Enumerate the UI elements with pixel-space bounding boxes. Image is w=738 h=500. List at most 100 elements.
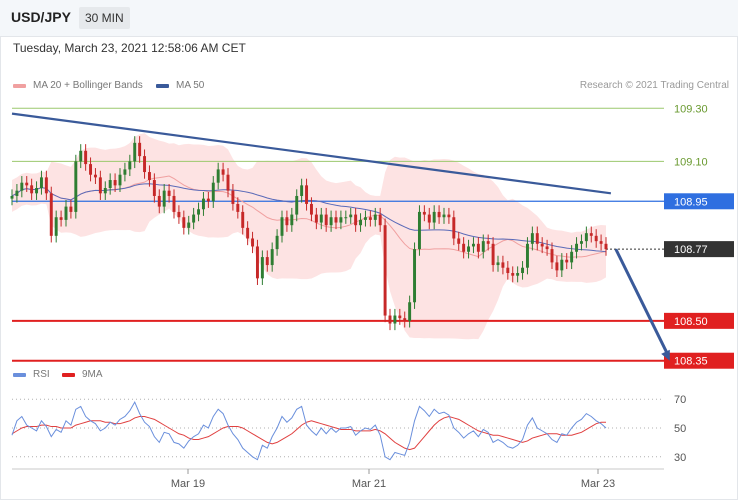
candle-body xyxy=(447,214,451,218)
level-label: 109.30 xyxy=(674,103,708,115)
candle-body xyxy=(530,233,534,244)
candle-body xyxy=(98,177,102,194)
candle-body xyxy=(89,164,93,175)
candle-body xyxy=(69,206,73,212)
candle-body xyxy=(309,203,313,215)
candle-body xyxy=(511,273,515,276)
candle-body xyxy=(285,217,289,226)
forecast-arrow-shaft xyxy=(614,248,669,354)
candle-body xyxy=(525,243,529,268)
candle-body xyxy=(334,217,338,223)
candle-body xyxy=(579,241,583,244)
candle-body xyxy=(35,188,39,194)
candle-body xyxy=(300,185,304,196)
candle-body xyxy=(280,217,284,236)
candle-body xyxy=(442,214,446,218)
candle-body xyxy=(118,174,122,186)
candle-body xyxy=(143,156,147,173)
candle-body xyxy=(403,318,407,321)
candle-body xyxy=(251,238,255,247)
candle-body xyxy=(64,206,68,220)
candle-body xyxy=(496,262,500,266)
candle-body xyxy=(275,235,279,250)
candle-body xyxy=(545,246,549,250)
candle-body xyxy=(319,214,323,223)
level-label-bg xyxy=(664,312,734,329)
x-tick-label: Mar 19 xyxy=(171,478,205,490)
candle-body xyxy=(550,249,554,263)
candle-body xyxy=(398,315,402,319)
candle-body xyxy=(128,161,132,170)
legend-rsi-label: RSI xyxy=(33,369,50,380)
copyright: Research © 2021 Trading Central xyxy=(579,80,729,91)
candle-body xyxy=(388,315,392,324)
candle-body xyxy=(216,169,220,183)
candle-body xyxy=(236,203,240,212)
level-label-bg xyxy=(664,352,734,369)
legend-rsi: RSI xyxy=(13,369,50,380)
candle-body xyxy=(501,262,505,268)
candle-body xyxy=(506,267,510,274)
candle-body xyxy=(540,243,544,247)
candle-body xyxy=(246,227,250,239)
candle-body xyxy=(206,198,210,202)
candle-body xyxy=(211,182,215,202)
candle-body xyxy=(437,211,441,218)
forecast-arrow-head xyxy=(661,349,670,361)
candle-body xyxy=(113,180,117,186)
candle-body xyxy=(452,217,456,239)
legend-ma20-label: MA 20 + Bollinger Bands xyxy=(33,80,143,91)
candle-body xyxy=(408,302,412,321)
candle-body xyxy=(368,217,372,220)
candle-body xyxy=(260,257,264,279)
x-tick-label: Mar 23 xyxy=(581,478,615,490)
candle-body xyxy=(255,246,259,279)
header-bar: USD/JPY 30 MIN xyxy=(0,0,738,37)
candle-body xyxy=(378,214,382,226)
currency-pair: USD/JPY xyxy=(11,9,71,25)
candle-body xyxy=(422,211,426,215)
candle-body xyxy=(10,195,14,199)
ma20-swatch xyxy=(13,83,26,88)
candle-body xyxy=(15,190,19,196)
candle-body xyxy=(373,214,377,220)
candle-body xyxy=(221,169,225,175)
level-label: 108.35 xyxy=(674,356,708,368)
candle-body xyxy=(39,177,43,188)
legend-ma50: MA 50 xyxy=(156,80,204,91)
candle-body xyxy=(177,211,181,218)
candle-body xyxy=(427,214,431,223)
candle-body xyxy=(305,185,309,204)
candle-body xyxy=(584,233,588,242)
candle-body xyxy=(241,211,245,228)
level-label-bg xyxy=(664,241,734,258)
candle-body xyxy=(359,219,363,226)
candle-body xyxy=(314,214,318,223)
candle-body xyxy=(59,217,63,220)
candle-body xyxy=(231,190,235,204)
candle-body xyxy=(324,214,328,226)
candle-body xyxy=(383,225,387,316)
candle-body xyxy=(535,233,539,244)
candle-body xyxy=(103,188,107,194)
candle-body xyxy=(393,315,397,324)
rsi-swatch xyxy=(13,372,26,377)
candle-body xyxy=(457,238,461,244)
candle-body xyxy=(54,217,58,236)
timeframe-badge[interactable]: 30 MIN xyxy=(79,7,130,29)
candle-body xyxy=(138,142,142,157)
level-label: 109.10 xyxy=(674,156,708,168)
candle-body xyxy=(521,267,525,274)
candle-body xyxy=(197,209,201,215)
candle-body xyxy=(432,211,436,223)
candle-body xyxy=(560,259,564,271)
legend-9ma: 9MA xyxy=(62,369,103,380)
candle-body xyxy=(604,243,608,250)
candle-body xyxy=(516,273,520,276)
candle-body xyxy=(162,190,166,207)
candle-body xyxy=(471,243,475,247)
candle-body xyxy=(123,169,127,175)
candle-body xyxy=(265,257,269,266)
candle-body xyxy=(167,190,171,196)
